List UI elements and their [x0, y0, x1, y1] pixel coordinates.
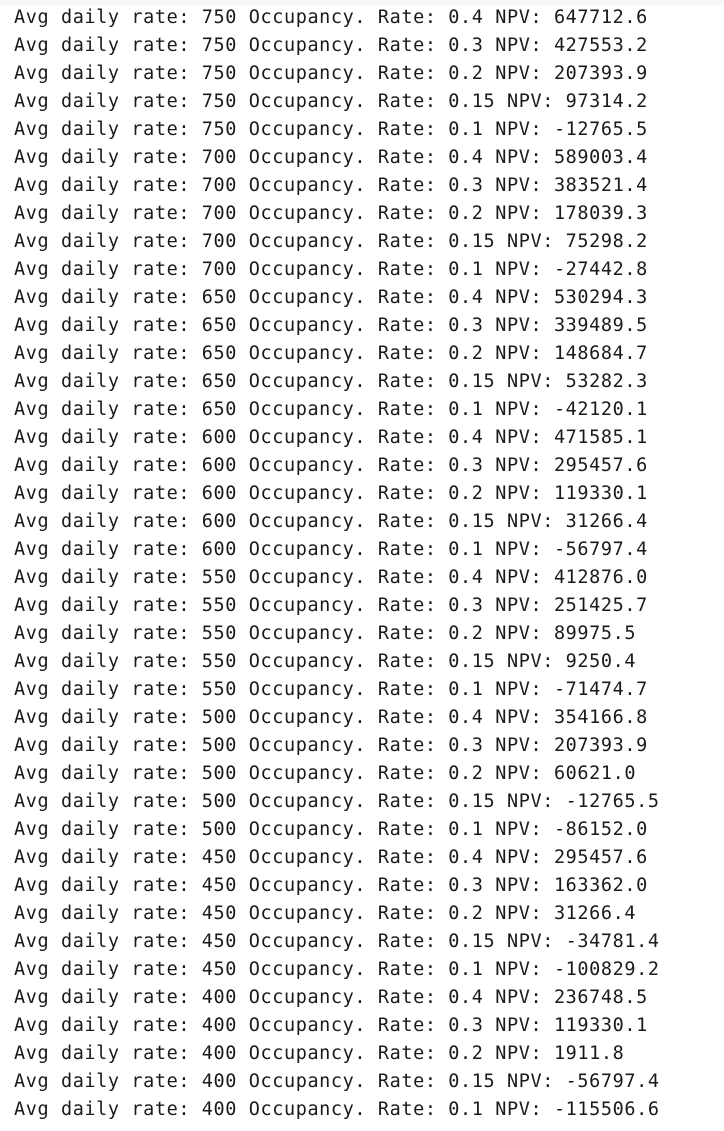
- output-line: Avg daily rate: 500 Occupancy. Rate: 0.3…: [14, 735, 648, 756]
- output-line: Avg daily rate: 500 Occupancy. Rate: 0.2…: [14, 763, 637, 784]
- output-line: Avg daily rate: 500 Occupancy. Rate: 0.1…: [14, 819, 648, 840]
- output-line: Avg daily rate: 700 Occupancy. Rate: 0.1…: [14, 231, 648, 252]
- output-line: Avg daily rate: 700 Occupancy. Rate: 0.1…: [14, 259, 648, 280]
- output-line: Avg daily rate: 400 Occupancy. Rate: 0.1…: [14, 1099, 660, 1120]
- output-line: Avg daily rate: 700 Occupancy. Rate: 0.3…: [14, 175, 648, 196]
- output-line: Avg daily rate: 600 Occupancy. Rate: 0.3…: [14, 455, 648, 476]
- output-line: Avg daily rate: 600 Occupancy. Rate: 0.4…: [14, 427, 648, 448]
- output-line: Avg daily rate: 700 Occupancy. Rate: 0.2…: [14, 203, 648, 224]
- output-line: Avg daily rate: 750 Occupancy. Rate: 0.1…: [14, 119, 648, 140]
- output-line: Avg daily rate: 450 Occupancy. Rate: 0.4…: [14, 847, 648, 868]
- output-line: Avg daily rate: 700 Occupancy. Rate: 0.4…: [14, 147, 648, 168]
- output-line: Avg daily rate: 650 Occupancy. Rate: 0.3…: [14, 315, 648, 336]
- output-line: Avg daily rate: 400 Occupancy. Rate: 0.4…: [14, 987, 648, 1008]
- output-line: Avg daily rate: 550 Occupancy. Rate: 0.3…: [14, 595, 648, 616]
- output-line: Avg daily rate: 450 Occupancy. Rate: 0.1…: [14, 931, 660, 952]
- output-line: Avg daily rate: 550 Occupancy. Rate: 0.2…: [14, 623, 637, 644]
- output-lines: Avg daily rate: 750 Occupancy. Rate: 0.4…: [14, 4, 660, 1124]
- output-line: Avg daily rate: 450 Occupancy. Rate: 0.3…: [14, 875, 648, 896]
- output-line: Avg daily rate: 500 Occupancy. Rate: 0.1…: [14, 791, 660, 812]
- output-line: Avg daily rate: 400 Occupancy. Rate: 0.3…: [14, 1015, 648, 1036]
- output-line: Avg daily rate: 550 Occupancy. Rate: 0.1…: [14, 651, 637, 672]
- output-line: Avg daily rate: 750 Occupancy. Rate: 0.3…: [14, 35, 648, 56]
- output-line: Avg daily rate: 400 Occupancy. Rate: 0.1…: [14, 1071, 660, 1092]
- output-line: Avg daily rate: 600 Occupancy. Rate: 0.1…: [14, 539, 648, 560]
- output-line: Avg daily rate: 450 Occupancy. Rate: 0.2…: [14, 903, 637, 924]
- output-line: Avg daily rate: 450 Occupancy. Rate: 0.1…: [14, 959, 660, 980]
- output-line: Avg daily rate: 750 Occupancy. Rate: 0.1…: [14, 91, 648, 112]
- output-line: Avg daily rate: 650 Occupancy. Rate: 0.1…: [14, 371, 648, 392]
- output-line: Avg daily rate: 650 Occupancy. Rate: 0.2…: [14, 343, 648, 364]
- output-line: Avg daily rate: 600 Occupancy. Rate: 0.2…: [14, 483, 648, 504]
- output-line: Avg daily rate: 600 Occupancy. Rate: 0.1…: [14, 511, 648, 532]
- output-line: Avg daily rate: 500 Occupancy. Rate: 0.4…: [14, 707, 648, 728]
- output-line: Avg daily rate: 550 Occupancy. Rate: 0.4…: [14, 567, 648, 588]
- top-divider: [0, 0, 724, 6]
- output-line: Avg daily rate: 750 Occupancy. Rate: 0.4…: [14, 7, 648, 28]
- output-line: Avg daily rate: 650 Occupancy. Rate: 0.1…: [14, 399, 648, 420]
- output-line: Avg daily rate: 400 Occupancy. Rate: 0.2…: [14, 1043, 625, 1064]
- output-line: Avg daily rate: 650 Occupancy. Rate: 0.4…: [14, 287, 648, 308]
- output-line: Avg daily rate: 750 Occupancy. Rate: 0.2…: [14, 63, 648, 84]
- output-line: Avg daily rate: 550 Occupancy. Rate: 0.1…: [14, 679, 648, 700]
